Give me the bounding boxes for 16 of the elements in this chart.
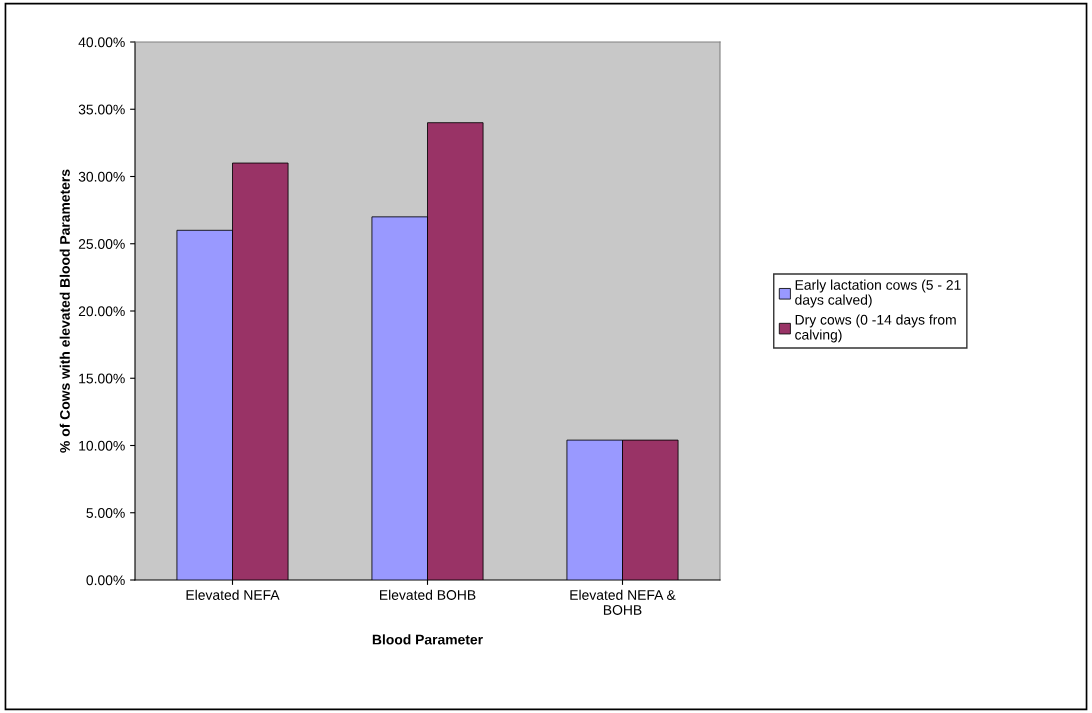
y-tick-label: 40.00% bbox=[78, 37, 125, 48]
x-tick-label: Elevated NEFA & BOHB bbox=[570, 589, 676, 615]
y-tick-label: 15.00% bbox=[79, 373, 125, 384]
y-tick-label: 5.00% bbox=[86, 508, 125, 518]
x-axis-title: Blood Parameter bbox=[372, 634, 483, 645]
y-tick-label: 0.00% bbox=[86, 575, 125, 586]
y-tick-label: 25.00% bbox=[78, 239, 125, 249]
y-axis-title: % of Cows with elevated Blood Parameters bbox=[59, 169, 70, 453]
x-tick-label: Elevated NEFA bbox=[186, 589, 280, 600]
legend-label: Dry cows (0 -14 days from calving) bbox=[795, 314, 956, 343]
legend-label: Early lactation cows (5 - 21 days calved) bbox=[795, 279, 961, 308]
y-tick-label: 10.00% bbox=[79, 440, 125, 451]
y-tick-label: 30.00% bbox=[78, 171, 125, 182]
y-tick-label: 35.00% bbox=[78, 104, 125, 115]
y-tick-label: 20.00% bbox=[78, 306, 125, 317]
x-tick-label: Elevated BOHB bbox=[380, 589, 476, 600]
